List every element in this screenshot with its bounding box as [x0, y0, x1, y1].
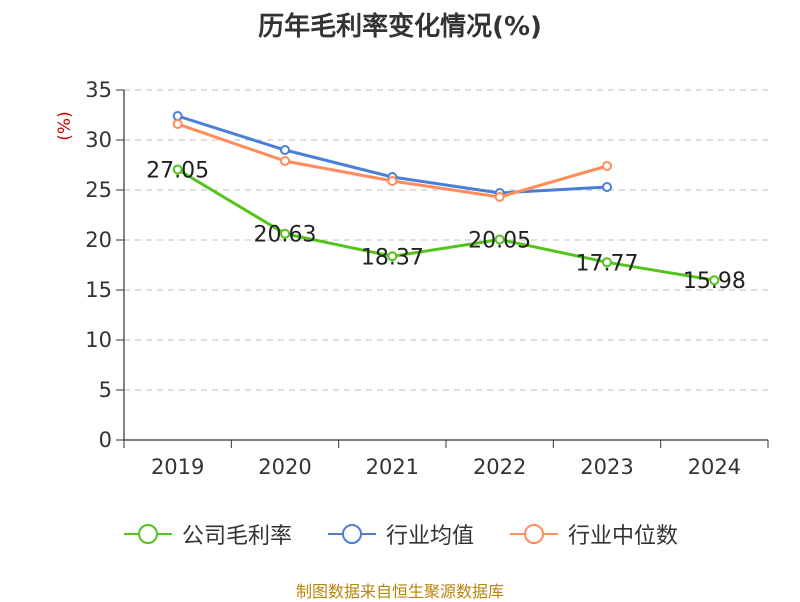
legend-label: 行业均值 — [385, 524, 474, 549]
data-point — [280, 156, 290, 166]
y-tick-label: 15 — [85, 278, 112, 302]
data-point — [709, 275, 720, 286]
y-tick-label: 10 — [85, 328, 112, 352]
y-tick-label: 0 — [99, 428, 112, 452]
legend-label: 公司毛利率 — [181, 524, 292, 549]
data-point — [494, 234, 505, 245]
x-tick-label: 2021 — [366, 455, 419, 479]
y-tick-label: 20 — [85, 228, 112, 252]
legend-label: 行业中位数 — [568, 524, 679, 549]
chart-title: 历年毛利率变化情况(%) — [258, 12, 542, 42]
x-tick-label: 2024 — [688, 455, 741, 479]
x-tick-label: 2019 — [151, 455, 204, 479]
legend-item-company-gross-margin[interactable]: 公司毛利率 — [122, 518, 292, 550]
data-point — [172, 111, 183, 121]
y-tick-label: 5 — [99, 378, 112, 402]
data-point — [387, 251, 398, 262]
data-label: 18.37 — [361, 245, 424, 270]
source-note: 制图数据来自恒生聚源数据库 — [295, 582, 504, 601]
data-label: 20.63 — [254, 223, 317, 248]
y-tick-label: 30 — [85, 128, 112, 152]
legend-marker-icon — [123, 524, 172, 544]
data-point — [602, 182, 612, 192]
x-tick-label: 2020 — [258, 455, 311, 479]
legend-item-industry-median[interactable]: 行业中位数 — [508, 518, 678, 550]
data-point — [280, 228, 290, 239]
y-axis-label: (%) — [55, 111, 75, 140]
data-point — [280, 145, 290, 155]
data-point — [172, 164, 183, 175]
data-label: 20.05 — [468, 229, 531, 254]
y-tick-label: 35 — [85, 78, 112, 102]
legend-marker-icon — [510, 524, 558, 544]
plot-area: 0 5 10 15 20 25 30 35 (%) 2019 2020 2021 2022 2023 202… — [55, 78, 769, 479]
legend-marker-icon — [327, 524, 376, 544]
y-tick-label: 25 — [85, 178, 112, 202]
data-point — [172, 119, 183, 129]
x-tick-label: 2022 — [473, 455, 526, 479]
data-point — [494, 192, 505, 202]
x-tick-label: 2023 — [580, 455, 633, 479]
data-label: 17.77 — [576, 251, 639, 276]
data-label: 27.05 — [146, 159, 209, 184]
data-label: 15.98 — [683, 269, 746, 294]
legend: 公司毛利率 行业均值 行业中位数 — [0, 518, 800, 550]
data-point — [602, 161, 612, 171]
legend-item-industry-mean[interactable]: 行业均值 — [326, 518, 474, 550]
data-point — [387, 176, 398, 186]
series-line — [176, 168, 715, 282]
data-point — [602, 257, 612, 268]
